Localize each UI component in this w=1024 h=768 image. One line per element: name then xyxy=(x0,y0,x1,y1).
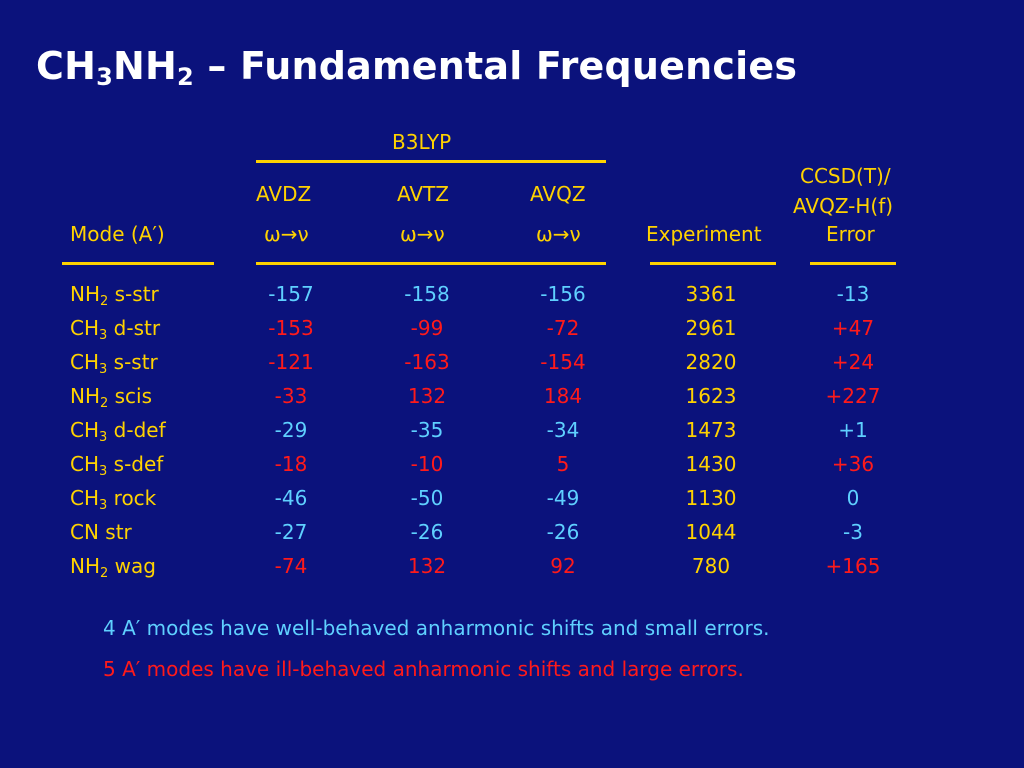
avdz-value: -157 xyxy=(268,282,314,306)
exp-value: 1044 xyxy=(685,520,737,544)
slide-title: CH3NH2 – Fundamental Frequencies xyxy=(36,44,798,91)
table-row: CN str -27 -26 -26 1044 -3 xyxy=(0,520,1024,554)
table-row: NH2 s-str -157 -158 -156 3361 -13 xyxy=(0,282,1024,316)
err-value: +36 xyxy=(831,452,875,476)
header-omega-nu-avdz: ω→ν xyxy=(264,222,309,246)
mode-label: CH3 s-def xyxy=(70,452,164,479)
avtz-value: -26 xyxy=(410,520,444,544)
header-omega-nu-avtz: ω→ν xyxy=(400,222,445,246)
avqz-value: -154 xyxy=(540,350,586,374)
avdz-value: -74 xyxy=(274,554,308,578)
avqz-value: 184 xyxy=(543,384,583,408)
avqz-value: -26 xyxy=(546,520,580,544)
mode-label: CH3 rock xyxy=(70,486,157,513)
error-underline xyxy=(810,262,896,265)
header-b3lyp: B3LYP xyxy=(392,130,452,154)
err-value: 0 xyxy=(846,486,860,510)
err-value: -3 xyxy=(843,520,863,544)
exp-value: 1473 xyxy=(685,418,737,442)
table-row: CH3 d-def -29 -35 -34 1473 +1 xyxy=(0,418,1024,452)
header-mode: Mode (A′) xyxy=(70,222,165,246)
mode-label: CH3 d-str xyxy=(70,316,161,343)
err-value: +1 xyxy=(838,418,868,442)
exp-value: 2961 xyxy=(685,316,737,340)
exp-value: 3361 xyxy=(685,282,737,306)
mode-label: NH2 wag xyxy=(70,554,156,581)
avdz-value: -27 xyxy=(274,520,308,544)
table-row: NH2 scis -33 132 184 1623 +227 xyxy=(0,384,1024,418)
avqz-value: -49 xyxy=(546,486,580,510)
table-row: CH3 s-str -121 -163 -154 2820 +24 xyxy=(0,350,1024,384)
table-row: CH3 rock -46 -50 -49 1130 0 xyxy=(0,486,1024,520)
avtz-value: 132 xyxy=(407,554,447,578)
exp-value: 1130 xyxy=(685,486,737,510)
avqz-value: 92 xyxy=(550,554,576,578)
mode-label: NH2 scis xyxy=(70,384,153,411)
b3lyp-columns-underline xyxy=(256,262,606,265)
err-value: +227 xyxy=(825,384,881,408)
avqz-value: 5 xyxy=(556,452,570,476)
header-error: Error xyxy=(826,222,875,246)
avqz-value: -34 xyxy=(546,418,580,442)
avdz-value: -18 xyxy=(274,452,308,476)
header-omega-nu-avqz: ω→ν xyxy=(536,222,581,246)
avdz-value: -121 xyxy=(268,350,314,374)
note-well-behaved: 4 A′ modes have well-behaved anharmonic … xyxy=(103,616,770,640)
avqz-value: -156 xyxy=(540,282,586,306)
avtz-value: -158 xyxy=(404,282,450,306)
avtz-value: -163 xyxy=(404,350,450,374)
avtz-value: -99 xyxy=(410,316,444,340)
table-row: NH2 wag -74 132 92 780 +165 xyxy=(0,554,1024,588)
avtz-value: -35 xyxy=(410,418,444,442)
b3lyp-underline xyxy=(256,160,606,163)
mode-label: CN str xyxy=(70,520,132,544)
mode-label: CH3 d-def xyxy=(70,418,166,445)
avtz-value: -10 xyxy=(410,452,444,476)
table-row: CH3 d-str -153 -99 -72 2961 +47 xyxy=(0,316,1024,350)
err-value: +24 xyxy=(831,350,875,374)
avtz-value: -50 xyxy=(410,486,444,510)
header-ccsd: CCSD(T)/ xyxy=(800,164,891,188)
experiment-underline xyxy=(650,262,776,265)
exp-value: 1623 xyxy=(685,384,737,408)
table-row: CH3 s-def -18 -10 5 1430 +36 xyxy=(0,452,1024,486)
avdz-value: -46 xyxy=(274,486,308,510)
avtz-value: 132 xyxy=(407,384,447,408)
err-value: -13 xyxy=(836,282,870,306)
exp-value: 780 xyxy=(691,554,731,578)
err-value: +47 xyxy=(831,316,875,340)
header-avtz: AVTZ xyxy=(397,182,450,206)
err-value: +165 xyxy=(825,554,881,578)
header-experiment: Experiment xyxy=(646,222,762,246)
mode-label: CH3 s-str xyxy=(70,350,158,377)
note-ill-behaved: 5 A′ modes have ill-behaved anharmonic s… xyxy=(103,657,744,681)
header-avqz: AVQZ xyxy=(530,182,586,206)
exp-value: 1430 xyxy=(685,452,737,476)
avdz-value: -33 xyxy=(274,384,308,408)
mode-underline xyxy=(62,262,214,265)
mode-label: NH2 s-str xyxy=(70,282,159,309)
header-avqz-hf: AVQZ-H(f) xyxy=(793,194,894,218)
avqz-value: -72 xyxy=(546,316,580,340)
exp-value: 2820 xyxy=(685,350,737,374)
header-avdz: AVDZ xyxy=(256,182,312,206)
avdz-value: -153 xyxy=(268,316,314,340)
avdz-value: -29 xyxy=(274,418,308,442)
